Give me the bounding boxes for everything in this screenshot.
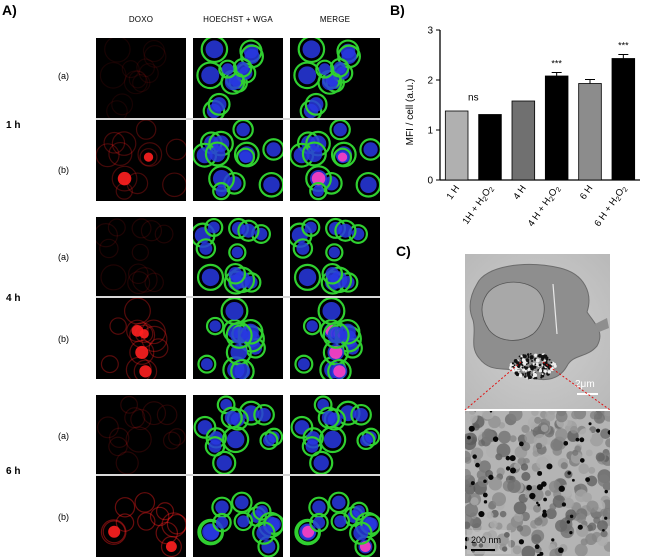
y-tick-label-1: 1 (427, 126, 433, 137)
row-label-1h-a: (a) (58, 71, 69, 81)
y-tick-label-2: 2 (427, 76, 433, 87)
micrograph-1h-b-hoechst-wga (193, 120, 283, 201)
row-label-6h-a: (a) (58, 431, 69, 441)
annotation-2: *** (618, 41, 629, 51)
tem-cell-image: 2μm (465, 254, 610, 409)
annotation-0: ns (468, 93, 479, 104)
micrograph-1h-b-doxo (96, 120, 186, 201)
micrograph-4h-b-doxo (96, 298, 186, 379)
micrograph-1h-b-merge (290, 120, 380, 201)
panel-c-letter: C) (396, 243, 411, 259)
micrograph-6h-b-hoechst-wga (193, 476, 283, 557)
y-tick-label-3: 3 (427, 26, 433, 37)
x-tick-label-2: 4 H (511, 183, 529, 202)
y-axis-label: MFI / cell (a.u.) (405, 79, 416, 146)
x-tick-label-4: 6 H (578, 183, 596, 202)
x-tick-label-3: 4 H + H2O2 (526, 183, 563, 229)
zoom-connector-lines (464, 361, 611, 411)
micrograph-6h-a-doxo (96, 395, 186, 476)
bar-4 (578, 83, 602, 181)
x-tick-label-5: 6 H + H2O2 (592, 183, 629, 229)
micrograph-4h-b-merge (290, 298, 380, 379)
time-label-6h: 6 h (6, 466, 21, 477)
micrograph-4h-a-doxo (96, 217, 186, 298)
bar-5 (611, 58, 636, 181)
micrograph-1h-a-doxo (96, 38, 186, 119)
row-separator-4h (96, 296, 380, 298)
row-label-4h-a: (a) (58, 252, 69, 262)
mfi-bar-chart: MFI / cell (a.u.) 0 1 2 3 1 H1H + H2O2 4 H4 H… (405, 26, 640, 229)
micrograph-6h-a-hoechst-wga (193, 395, 283, 476)
bar-2 (511, 100, 536, 181)
x-tick-label-1: 1H + H2O2 (461, 183, 497, 227)
micrograph-4h-a-hoechst-wga (193, 217, 283, 298)
time-label-4h: 4 h (6, 293, 21, 304)
micrograph-1h-a-merge (290, 38, 380, 119)
bar-3 (544, 75, 569, 181)
micrograph-6h-b-doxo (96, 476, 186, 557)
micrograph-6h-b-merge (290, 476, 380, 557)
row-separator-6h (96, 474, 380, 476)
bar-1 (478, 114, 502, 181)
tem-nanoparticle-zoom: 200 nm (465, 411, 610, 556)
micrograph-4h-b-hoechst-wga (193, 298, 283, 379)
annotation-1: *** (551, 59, 562, 69)
y-tick-label-0: 0 (427, 176, 433, 187)
micrograph-1h-a-hoechst-wga (193, 38, 283, 119)
time-label-1h: 1 h (6, 120, 21, 131)
column-header-doxo: DOXO (128, 15, 154, 24)
column-header-hoechst-wga: HOECHST + WGA (203, 15, 273, 24)
panel-a-letter: A) (2, 2, 17, 18)
row-label-6h-b: (b) (58, 512, 69, 522)
row-label-4h-b: (b) (58, 334, 69, 344)
scale-label-top: 2μm (575, 379, 595, 390)
scale-label-bottom: 200 nm (471, 535, 502, 545)
micrograph-6h-a-merge (290, 395, 380, 476)
panel-b-letter: B) (390, 2, 405, 18)
column-header-merge: MERGE (319, 15, 351, 24)
micrograph-4h-a-merge (290, 217, 380, 298)
row-separator-1h (96, 118, 380, 120)
bar-0 (444, 110, 469, 181)
row-label-1h-b: (b) (58, 165, 69, 175)
x-tick-label-0: 1 H (445, 183, 463, 202)
